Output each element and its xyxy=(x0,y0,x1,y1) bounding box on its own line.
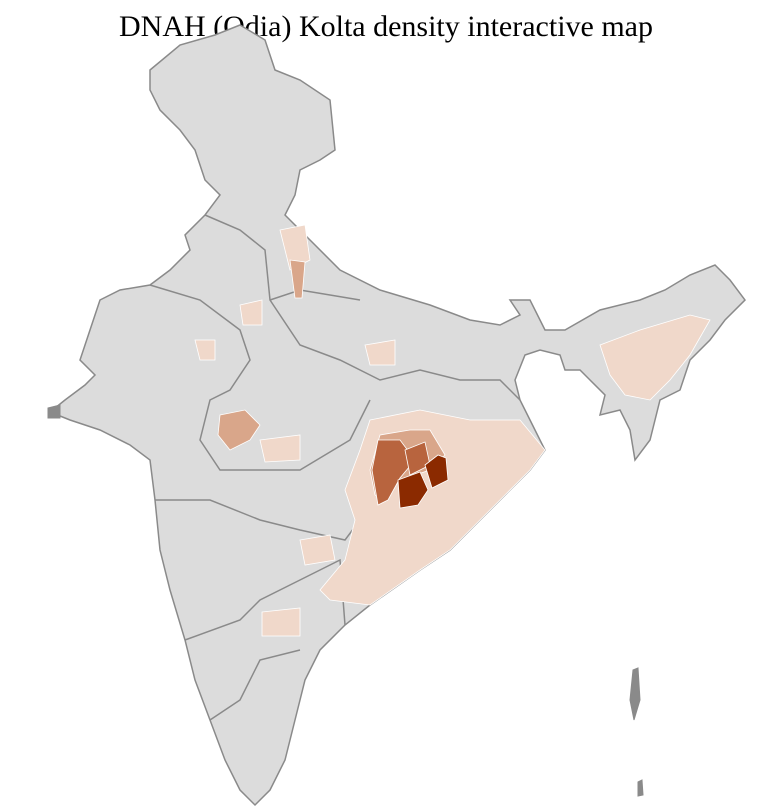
region-high-1[interactable] xyxy=(371,439,416,506)
region-low-2[interactable] xyxy=(194,339,216,361)
density-regions[interactable] xyxy=(194,224,711,637)
region-low-5[interactable] xyxy=(364,339,396,366)
region-low-northeast[interactable] xyxy=(599,314,711,401)
region-low-4[interactable] xyxy=(299,534,336,566)
region-max-2[interactable] xyxy=(424,454,449,489)
region-low-south[interactable] xyxy=(261,607,301,637)
region-mid-north[interactable] xyxy=(289,259,306,299)
andaman-islands xyxy=(47,404,644,797)
region-low-6[interactable] xyxy=(239,299,263,326)
region-mid-west[interactable] xyxy=(217,409,261,451)
region-max-1[interactable] xyxy=(397,471,429,509)
region-low-1[interactable] xyxy=(279,224,311,271)
region-low-3[interactable] xyxy=(259,434,301,463)
